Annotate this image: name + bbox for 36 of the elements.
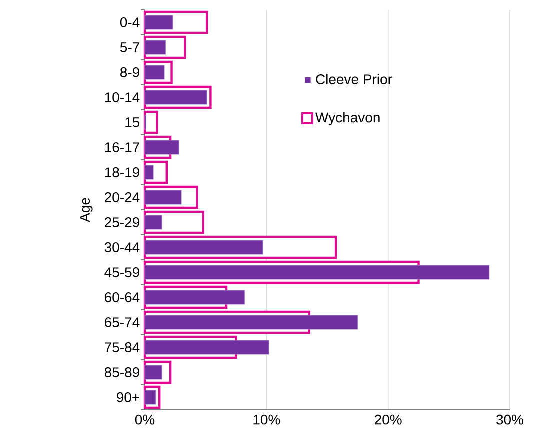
y-tick-label: 75-84: [105, 342, 140, 352]
y-tick-label: 8-9: [120, 68, 140, 78]
y-axis-title: Age: [80, 198, 93, 222]
bar: [144, 140, 180, 155]
legend-label: Wychavon: [316, 112, 380, 126]
bar: [144, 40, 166, 55]
bar: [144, 340, 270, 355]
y-tick-label: 60-64: [105, 292, 140, 302]
bar: [144, 110, 158, 134]
y-tick-label: 30-44: [104, 242, 140, 252]
y-tick-label: 20-24: [105, 192, 140, 202]
x-tick-label: 20%: [375, 414, 402, 425]
y-tick-label: 15: [126, 118, 140, 128]
y-tick-label: 18-19: [105, 168, 140, 178]
bar: [144, 290, 246, 305]
x-tick-label: 10%: [254, 414, 280, 425]
y-tick-label: 90+: [117, 392, 140, 402]
bar: [144, 240, 264, 255]
y-tick-label: 85-89: [104, 368, 140, 378]
y-tick-label: 65-74: [105, 318, 140, 328]
bar: [144, 365, 162, 380]
bar: [144, 215, 162, 230]
y-tick-label: 0-4: [120, 18, 140, 28]
bar: [144, 315, 358, 330]
y-tick-label: 5-7: [120, 42, 140, 52]
y-tick-label: 25-29: [105, 218, 140, 228]
bar: [144, 15, 174, 30]
y-tick-label: 45-59: [104, 268, 140, 278]
bar: [144, 165, 154, 180]
x-tick-label: 0%: [135, 414, 155, 425]
y-tick-label: 16-17: [105, 142, 140, 152]
legend-label: Cleeve Prior: [316, 74, 392, 84]
bar: [144, 265, 490, 280]
y-tick-label: 10-14: [105, 92, 140, 102]
bar: [144, 190, 182, 205]
x-tick-label: 30%: [496, 414, 524, 425]
